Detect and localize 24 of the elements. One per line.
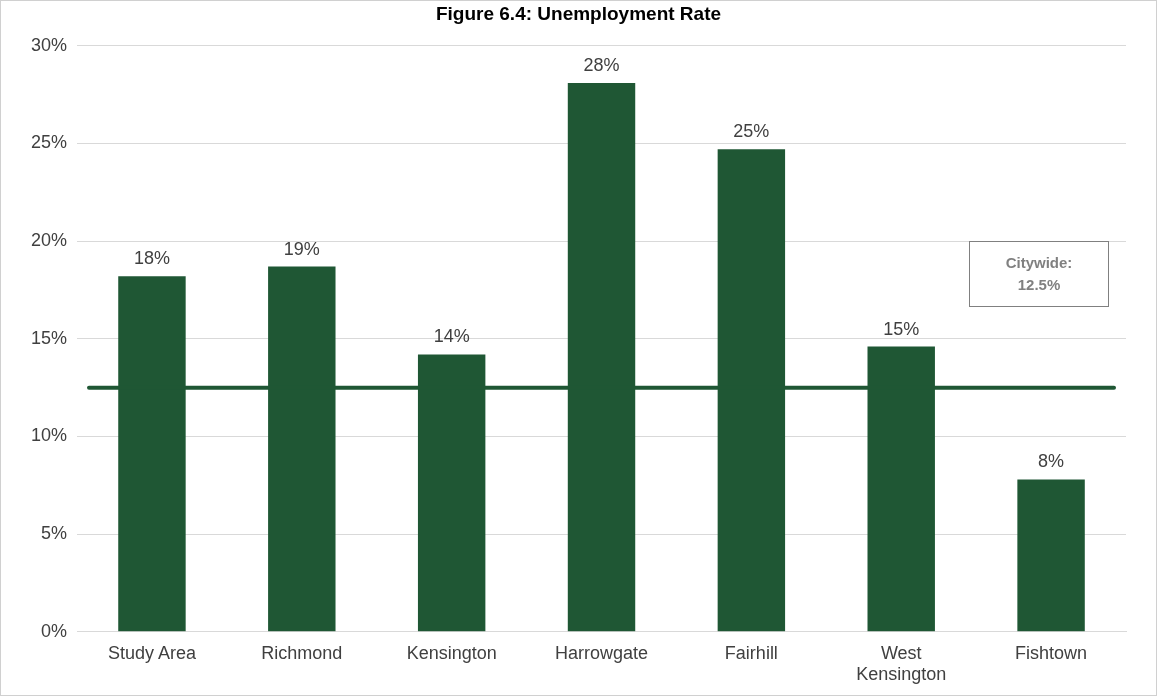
data-label: 14% (433, 326, 470, 347)
x-tick-label: Fishtown (1015, 642, 1088, 663)
chart-title: Figure 6.4: Unemployment Rate (434, 3, 723, 25)
data-label: 28% (583, 54, 620, 75)
y-tick-label: 0% (41, 620, 68, 641)
y-tick-label: 15% (31, 327, 68, 348)
y-tick-label: 5% (41, 523, 68, 544)
x-tick-label: Fairhill (724, 642, 778, 663)
x-tick-label: Study Area (107, 642, 197, 663)
x-tick-label: Richmond (261, 642, 343, 663)
note-box: Citywide: 12.5% (969, 241, 1109, 307)
y-tick-label: 20% (31, 230, 68, 251)
data-label: 15% (883, 318, 920, 339)
y-tick-label: 10% (31, 425, 68, 446)
data-label: 18% (133, 248, 170, 269)
bar (1017, 479, 1085, 632)
y-tick-label: 25% (31, 132, 68, 153)
data-label: 8% (1038, 451, 1065, 472)
y-tick-label: 30% (31, 34, 68, 55)
x-tick-label: West Kensington (856, 642, 947, 685)
x-tick-label: Harrowgate (554, 642, 649, 663)
x-tick-label: Kensington (406, 642, 497, 663)
data-label: 19% (283, 238, 320, 259)
data-label: 25% (733, 121, 770, 142)
